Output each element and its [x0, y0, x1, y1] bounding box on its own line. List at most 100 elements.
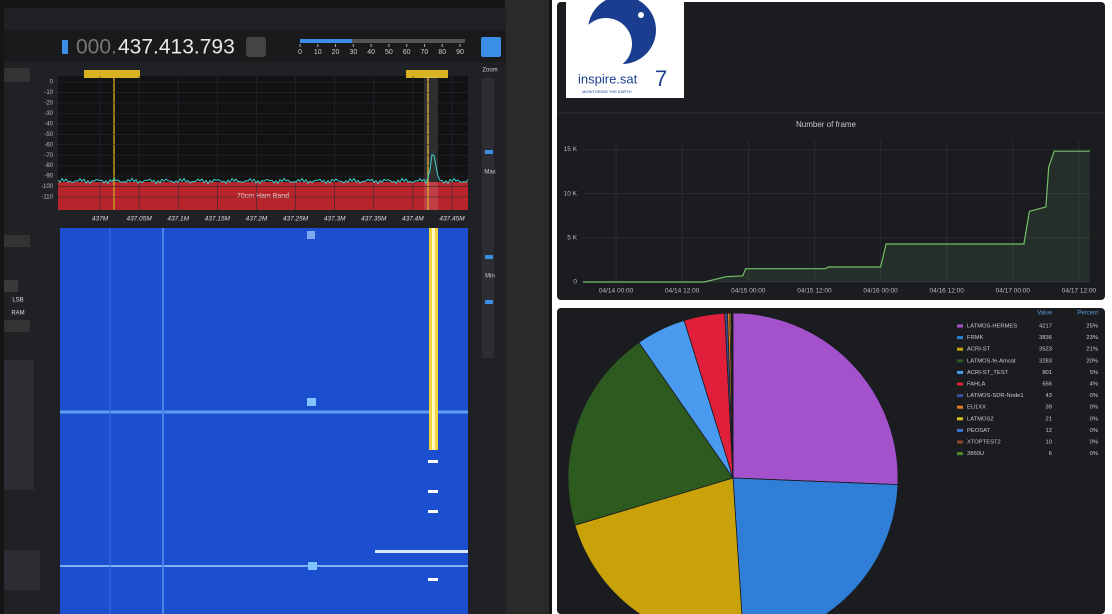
- waterfall-streak: [375, 550, 468, 553]
- legend-swatch: [957, 405, 963, 409]
- gain-tick-label: 70: [421, 49, 429, 56]
- x-tick-label: 04/15 12:00: [797, 288, 832, 295]
- legend-swatch: [957, 417, 963, 421]
- freq-tick-label: 437M: [92, 216, 109, 223]
- freq-tick-label: 437.1M: [167, 216, 189, 223]
- y-tick-label: 0: [573, 279, 577, 286]
- legend-header: Percent: [1077, 311, 1098, 317]
- waterfall-blip: [428, 490, 438, 493]
- legend-label: FRMK: [967, 335, 984, 341]
- logo-tagline: MONITORING THE EARTH: [582, 89, 632, 94]
- legend-swatch: [957, 359, 963, 363]
- gain-tick-label: 10: [314, 49, 322, 56]
- x-tick-label: 04/14 00:00: [599, 288, 634, 295]
- logo-number: 7: [655, 66, 667, 91]
- x-tick-label: 04/17 12:00: [1062, 288, 1097, 295]
- control-list: [4, 550, 40, 590]
- legend-swatch: [957, 452, 963, 456]
- legend-label: XTOPTEST2: [967, 440, 1001, 446]
- x-tick-label: 04/14 12:00: [665, 288, 700, 295]
- waterfall-blip: [428, 510, 438, 513]
- legend-percent: 0%: [1090, 416, 1098, 422]
- freq-tick-label: 437.2M: [246, 216, 268, 223]
- db-tick-label: -100: [41, 184, 54, 190]
- freq-tick-label: 437.25M: [283, 216, 309, 223]
- db-tick-label: -20: [44, 100, 53, 106]
- legend-value: 3836: [1039, 335, 1052, 341]
- y-tick-label: 10 K: [564, 190, 578, 197]
- pie-slice: [732, 477, 899, 614]
- selection: [424, 76, 438, 210]
- legend-percent: 25%: [1086, 324, 1098, 330]
- x-tick-label: 04/16 12:00: [930, 288, 965, 295]
- y-tick-label: 15 K: [564, 146, 578, 153]
- gain-tick-label: 30: [349, 49, 357, 56]
- waterfall-blip: [307, 231, 315, 239]
- monitor-edge: [505, 0, 549, 614]
- legend-percent: 0%: [1090, 428, 1098, 434]
- legend-swatch: [957, 428, 963, 432]
- logo-star: [638, 12, 644, 18]
- gain-tick-label: 40: [367, 49, 375, 56]
- pie-slice: [732, 312, 899, 486]
- slider-knob[interactable]: [485, 255, 493, 259]
- legend-label: LATMOS2: [967, 416, 994, 422]
- swap-button[interactable]: [246, 37, 266, 57]
- y-tick-label: 5 K: [567, 235, 577, 242]
- legend-label: FAHLA: [967, 382, 985, 388]
- slider-knob[interactable]: [485, 300, 493, 304]
- pie-slice: [574, 477, 743, 614]
- gain-tick-label: 0: [298, 49, 302, 56]
- zoom-slider[interactable]: [482, 78, 494, 358]
- legend-percent: 0%: [1090, 393, 1098, 399]
- side-label: Zoom: [482, 68, 497, 74]
- logo-cut: [580, 18, 632, 70]
- db-tick-label: -40: [44, 121, 53, 127]
- db-tick-label: -50: [44, 132, 53, 138]
- legend-value: 3523: [1039, 347, 1052, 353]
- legend-label: 3860U: [967, 451, 984, 457]
- db-tick-label: -30: [44, 111, 53, 117]
- legend-swatch: [957, 336, 963, 340]
- legend-swatch: [957, 347, 963, 351]
- control[interactable]: [4, 280, 18, 292]
- fullscreen-button[interactable]: [481, 37, 501, 57]
- gain-slider[interactable]: [300, 39, 465, 43]
- control[interactable]: [4, 68, 30, 82]
- control[interactable]: [4, 320, 30, 332]
- gain-tick-label: 50: [385, 49, 393, 56]
- sdr-left-panel: [4, 68, 40, 590]
- logo-name: inspire.sat: [578, 71, 638, 86]
- control[interactable]: [4, 235, 30, 247]
- legend-percent: 0%: [1090, 451, 1098, 457]
- slider-knob[interactable]: [485, 150, 493, 154]
- freq-tick-label: 437.45M: [439, 216, 465, 223]
- frequency: 437.413.793: [118, 36, 235, 59]
- legend-percent: 20%: [1086, 358, 1098, 364]
- legend-label: PEOSAT: [967, 428, 991, 434]
- freq-tick-label: 437.3M: [324, 216, 346, 223]
- legend-value: 4217: [1039, 324, 1052, 330]
- legend-swatch: [957, 382, 963, 386]
- waterfall-blip: [307, 398, 316, 406]
- left-label: LSB: [12, 298, 23, 304]
- legend-swatch: [957, 440, 963, 444]
- legend-value: 3283: [1039, 358, 1052, 364]
- legend-label: LATMOS-fe-Amsat: [967, 358, 1016, 364]
- legend-percent: 21%: [1086, 347, 1098, 353]
- legend-label: LATMOS-HERMES: [967, 324, 1017, 330]
- db-tick-label: -80: [44, 163, 53, 169]
- freq-tick-label: 437.15M: [205, 216, 231, 223]
- db-tick-label: -90: [44, 174, 53, 180]
- legend-value: 43: [1046, 393, 1052, 399]
- db-tick-label: -70: [44, 153, 53, 159]
- gain-tick-label: 90: [456, 49, 464, 56]
- marker-tag: [406, 70, 448, 78]
- signal-core: [432, 228, 435, 450]
- x-tick-label: 04/16 00:00: [863, 288, 898, 295]
- db-tick-label: -10: [44, 90, 53, 96]
- left-label: RAM: [11, 311, 24, 317]
- pie-slice: [567, 341, 734, 526]
- legend-percent: 0%: [1090, 405, 1098, 411]
- db-tick-label: -60: [44, 142, 53, 148]
